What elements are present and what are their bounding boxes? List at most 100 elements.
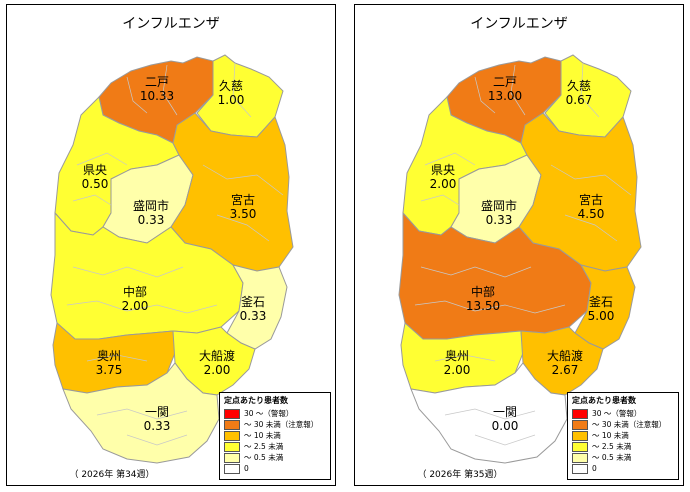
legend-swatch <box>224 408 240 419</box>
region-name: 一関 <box>492 405 517 419</box>
region-name: 大船渡 <box>198 349 235 363</box>
legend: 定点あたり患者数 30 ～（警報） ～ 30 未満（注意報） ～ 10 未満 ～… <box>567 392 679 480</box>
region-label-ichinoseki: 一関 0.33 <box>127 405 187 433</box>
region-miyako <box>518 112 642 272</box>
legend-swatch <box>572 430 588 441</box>
region-ichinoseki <box>410 362 568 464</box>
region-name: 盛岡市 <box>480 199 517 213</box>
legend-item: ～ 0.5 未満 <box>572 452 674 463</box>
region-value: 0.33 <box>485 213 513 227</box>
map-panel-week34: インフルエンザ 二戸 10.33 久慈 1.00 県央 0.50 盛岡市 0.3… <box>6 4 336 486</box>
region-name: 宮古 <box>578 193 603 207</box>
region-name: 奥州 <box>96 349 121 363</box>
region-value: 4.50 <box>577 207 605 221</box>
legend-label: ～ 30 未満（注意報） <box>244 420 319 429</box>
region-label-kamaishi: 釜石 0.33 <box>223 295 283 323</box>
region-label-ninohe: 二戸 10.33 <box>127 75 187 103</box>
region-name: 大船渡 <box>546 349 583 363</box>
map-title: インフルエンザ <box>122 16 220 32</box>
legend: 定点あたり患者数 30 ～（警報） ～ 30 未満（注意報） ～ 10 未満 ～… <box>219 392 331 480</box>
legend-label: 0 <box>244 464 249 473</box>
region-label-kamaishi: 釜石 5.00 <box>571 295 631 323</box>
week-label: （ 2026年 第34週） <box>69 470 155 480</box>
legend-swatch <box>572 463 588 474</box>
region-value: 0.00 <box>491 419 519 433</box>
legend-label: 0 <box>592 464 597 473</box>
region-name: 盛岡市 <box>132 199 169 213</box>
region-label-chubu: 中部 2.00 <box>105 285 165 313</box>
legend-swatch <box>572 408 588 419</box>
legend-item: 0 <box>224 463 326 474</box>
region-label-ofunato: 大船渡 2.00 <box>187 349 247 377</box>
region-value: 0.50 <box>81 177 109 191</box>
legend-label: ～ 2.5 未満 <box>244 442 284 451</box>
legend-swatch <box>224 441 240 452</box>
legend-item: ～ 2.5 未満 <box>572 441 674 452</box>
region-label-morioka: 盛岡市 0.33 <box>467 199 531 227</box>
region-value: 2.00 <box>429 177 457 191</box>
municipal-boundaries <box>414 62 632 446</box>
region-value: 10.33 <box>139 89 175 103</box>
legend-title: 定点あたり患者数 <box>572 396 636 405</box>
legend-label: ～ 0.5 未満 <box>592 453 632 462</box>
region-label-ofunato: 大船渡 2.67 <box>535 349 595 377</box>
region-kamaishi <box>574 264 636 350</box>
region-name: 久慈 <box>218 79 243 93</box>
legend-label: ～ 2.5 未満 <box>592 442 632 451</box>
legend-label: ～ 10 未満 <box>592 431 629 440</box>
region-name: 中部 <box>470 285 495 299</box>
region-value: 2.00 <box>121 299 149 313</box>
week-label: （ 2026年 第35週） <box>417 470 503 480</box>
legend-item: ～ 30 未満（注意報） <box>224 419 326 430</box>
legend-label: ～ 10 未満 <box>244 431 281 440</box>
region-label-kenou: 県央 2.00 <box>413 163 473 191</box>
region-name: 久慈 <box>566 79 591 93</box>
legend-item: 0 <box>572 463 674 474</box>
legend-swatch <box>224 463 240 474</box>
legend-label: ～ 30 未満（注意報） <box>592 420 667 429</box>
region-name: 中部 <box>122 285 147 299</box>
region-name: 二戸 <box>492 75 517 89</box>
region-value: 3.75 <box>95 363 123 377</box>
region-kamaishi <box>226 264 288 350</box>
region-name: 県央 <box>82 163 107 177</box>
region-name: 宮古 <box>230 193 255 207</box>
region-label-oshu: 奥州 3.75 <box>79 349 139 377</box>
region-ichinoseki <box>62 362 220 464</box>
legend-swatch <box>224 452 240 463</box>
legend-label: ～ 0.5 未満 <box>244 453 284 462</box>
region-name: 二戸 <box>144 75 169 89</box>
region-value: 5.00 <box>587 309 615 323</box>
region-label-miyako: 宮古 3.50 <box>213 193 273 221</box>
legend-item: ～ 10 未満 <box>572 430 674 441</box>
region-label-miyako: 宮古 4.50 <box>561 193 621 221</box>
region-value: 2.00 <box>203 363 231 377</box>
legend-item: 30 ～（警報） <box>224 408 326 419</box>
region-value: 3.50 <box>229 207 257 221</box>
region-name: 釜石 <box>240 295 265 309</box>
region-value: 2.67 <box>551 363 579 377</box>
region-name: 県央 <box>430 163 455 177</box>
region-map <box>398 54 642 464</box>
legend-item: 30 ～（警報） <box>572 408 674 419</box>
legend-swatch <box>224 430 240 441</box>
region-label-ichinoseki: 一関 0.00 <box>475 405 535 433</box>
region-value: 0.33 <box>137 213 165 227</box>
region-name: 一関 <box>144 405 169 419</box>
region-value: 1.00 <box>217 93 245 107</box>
legend-item: ～ 10 未満 <box>224 430 326 441</box>
region-label-chubu: 中部 13.50 <box>453 285 513 313</box>
region-value: 13.00 <box>487 89 523 103</box>
legend-swatch <box>572 419 588 430</box>
region-value: 13.50 <box>465 299 501 313</box>
legend-swatch <box>224 419 240 430</box>
legend-title: 定点あたり患者数 <box>224 396 288 405</box>
municipal-boundaries <box>66 62 284 446</box>
region-value: 2.00 <box>443 363 471 377</box>
legend-label: 30 ～（警報） <box>592 409 642 418</box>
region-name: 奥州 <box>444 349 469 363</box>
legend-swatch <box>572 441 588 452</box>
region-name: 釜石 <box>588 295 613 309</box>
region-miyako <box>170 112 294 272</box>
region-label-ninohe: 二戸 13.00 <box>475 75 535 103</box>
